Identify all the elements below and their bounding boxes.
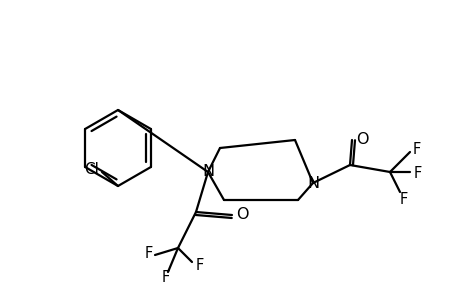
- Text: F: F: [412, 142, 420, 158]
- Text: O: O: [235, 208, 248, 223]
- Text: N: N: [202, 164, 213, 179]
- Text: F: F: [413, 167, 421, 182]
- Text: F: F: [196, 259, 204, 274]
- Text: F: F: [145, 245, 153, 260]
- Text: N: N: [306, 176, 319, 190]
- Text: Cl: Cl: [84, 163, 99, 178]
- Text: O: O: [355, 133, 368, 148]
- Text: F: F: [162, 271, 170, 286]
- Text: F: F: [399, 193, 407, 208]
